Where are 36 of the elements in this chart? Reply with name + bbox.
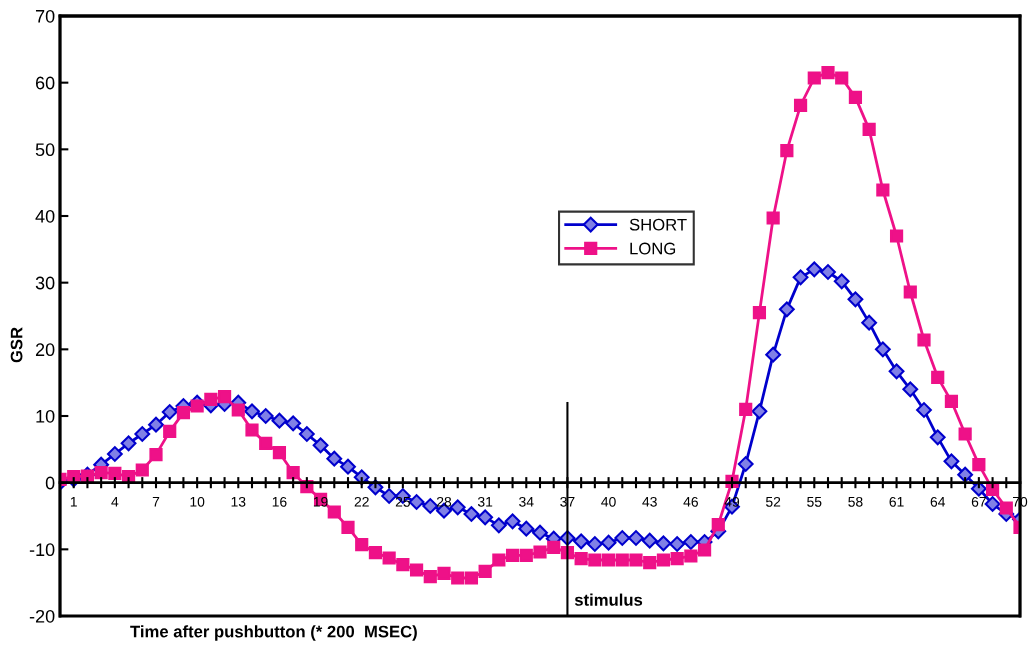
y-tick-label: -10 (29, 543, 55, 557)
legend-label: LONG (630, 242, 676, 255)
x-tick-label: 61 (889, 496, 904, 507)
y-tick-label: 40 (35, 209, 55, 223)
x-tick-label: 49 (724, 496, 740, 507)
y-tick-label: 30 (35, 276, 55, 290)
y-tick-label: 70 (35, 9, 55, 23)
x-tick-label: 58 (848, 496, 863, 507)
x-tick-label: 13 (231, 496, 246, 507)
x-tick-label: 31 (477, 496, 493, 507)
y-tick-label: -20 (29, 609, 55, 623)
x-tick-label: 46 (683, 496, 698, 507)
y-tick-label: 50 (35, 143, 55, 157)
x-tick-label: 52 (765, 496, 781, 507)
x-tick-label: 34 (519, 496, 534, 507)
y-tick-label: 0 (45, 476, 55, 490)
ref-line-label: stimulus (574, 593, 643, 606)
y-axis-title: GSR (10, 327, 23, 363)
y-tick-label: 10 (36, 409, 55, 423)
x-tick-label: 40 (601, 496, 616, 507)
y-tick-label: 60 (35, 76, 55, 90)
x-tick-label: 10 (190, 496, 205, 507)
x-tick-label: 16 (272, 496, 287, 507)
x-tick-label: 1 (70, 497, 77, 507)
x-tick-label: 43 (642, 496, 657, 507)
x-tick-label: 67 (971, 496, 986, 507)
x-tick-label: 22 (354, 496, 369, 507)
x-tick-label: 64 (930, 496, 946, 507)
x-tick-label: 7 (152, 497, 160, 507)
x-tick-label: 4 (111, 497, 119, 507)
legend-label: SHORT (629, 218, 687, 231)
y-tick-label: 20 (35, 343, 55, 357)
x-tick-label: 19 (313, 496, 328, 507)
x-tick-label: 28 (436, 496, 452, 507)
x-axis-title: Time after pushbutton (* 200 MSEC) (130, 625, 417, 641)
x-tick-label: 55 (807, 497, 822, 507)
